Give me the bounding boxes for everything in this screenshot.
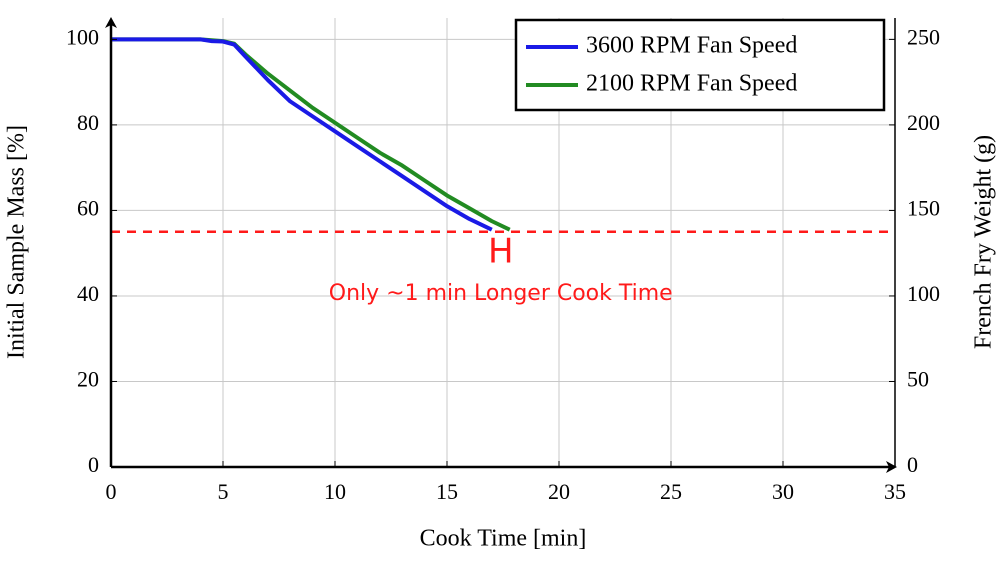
legend-items: 3600 RPM Fan Speed 2100 RPM Fan Speed <box>526 33 797 97</box>
axes <box>105 17 897 473</box>
y-tick-label: 40 <box>77 281 99 306</box>
y2-tick-label: 50 <box>907 367 929 392</box>
legend-label: 3600 RPM Fan Speed <box>586 33 797 59</box>
y-tick-label: 60 <box>77 195 99 220</box>
y-tick-label: 80 <box>77 110 99 135</box>
series-line <box>111 37 511 232</box>
legend-box <box>514 18 886 112</box>
x-tick-label: 20 <box>548 479 570 504</box>
y-tick-label: 100 <box>66 24 99 49</box>
y2-tick-label: 150 <box>907 195 940 220</box>
x-axis-label: Cook Time [min] <box>420 526 587 552</box>
y2-tick-label: 250 <box>907 24 940 49</box>
x-tick-label: 10 <box>324 479 346 504</box>
x-tick-label: 5 <box>218 479 229 504</box>
y2-axis-label: French Fry Weight (g) <box>971 135 997 349</box>
legend-label: 2100 RPM Fan Speed <box>586 71 797 97</box>
y-arrow <box>105 17 117 28</box>
y-tick-label: 0 <box>88 452 99 477</box>
x-tick-label: 30 <box>772 479 794 504</box>
plot <box>111 37 895 234</box>
x-tick-label: 15 <box>436 479 458 504</box>
x-tick-label: 25 <box>660 479 682 504</box>
x-tick-label: 35 <box>884 479 906 504</box>
legend: 3600 RPM Fan Speed 2100 RPM Fan Speed <box>514 18 886 112</box>
y-tick-label: 20 <box>77 367 99 392</box>
annotation: Only ~1 min Longer Cook Time <box>329 281 673 306</box>
y-axis-label: Initial Sample Mass [%] <box>4 125 30 359</box>
y2-tick-label: 200 <box>907 110 940 135</box>
y2-tick-label: 0 <box>907 452 918 477</box>
series-line <box>111 37 493 232</box>
x-tick-label: 0 <box>106 479 117 504</box>
annotation: H <box>488 232 514 272</box>
y2-tick-label: 100 <box>907 281 940 306</box>
